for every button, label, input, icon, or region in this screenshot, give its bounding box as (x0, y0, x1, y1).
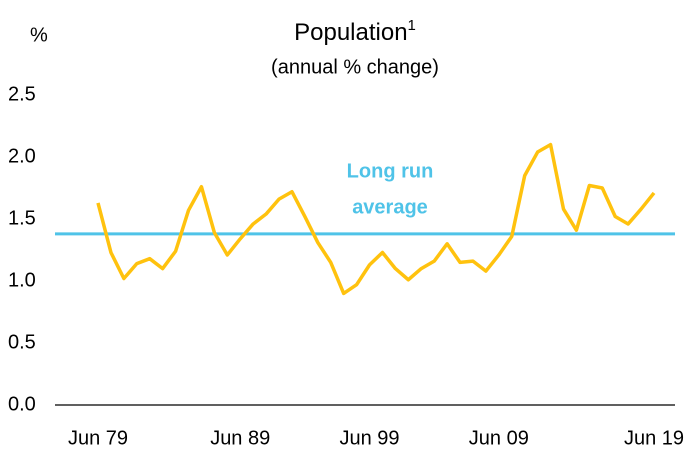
reference-label: Long run (347, 160, 434, 182)
y-tick-label: 2.0 (8, 145, 36, 167)
title-text: Population (294, 19, 407, 46)
y-tick-label: 0.5 (8, 331, 36, 353)
x-tick-label: Jun 19 (624, 427, 684, 449)
chart-title: Population1 (294, 17, 416, 46)
reference-label: average (352, 196, 428, 218)
y-tick-label: 2.5 (8, 83, 36, 105)
title-superscript: 1 (408, 17, 416, 34)
y-tick-label: 1.0 (8, 269, 36, 291)
x-tick-label: Jun 09 (469, 427, 529, 449)
y-axis-label: % (30, 24, 48, 46)
x-tick-label: Jun 89 (210, 427, 270, 449)
y-tick-label: 1.5 (8, 207, 36, 229)
x-tick-label: Jun 79 (68, 427, 128, 449)
y-tick-label: 0.0 (8, 393, 36, 415)
chart-subtitle: (annual % change) (271, 56, 439, 78)
x-tick-label: Jun 99 (340, 427, 400, 449)
data-line (96, 142, 656, 296)
